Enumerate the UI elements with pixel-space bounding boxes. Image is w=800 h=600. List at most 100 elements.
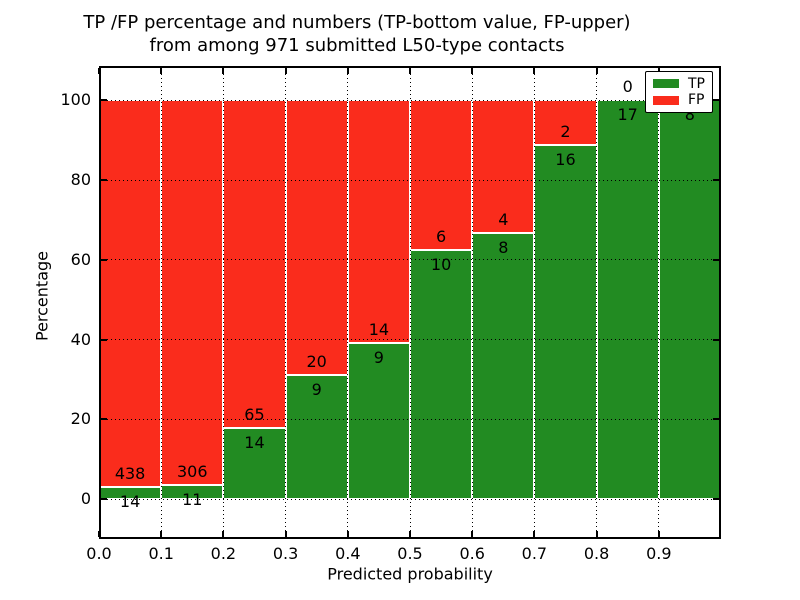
x-gridline [596,66,598,539]
x-gridline [471,66,473,539]
x-tick [533,531,536,537]
tp-bar-segment [658,100,721,500]
legend-label-fp: FP [688,92,705,109]
x-tick-top [284,68,287,74]
x-gridline [222,66,224,539]
tp-count-label: 11 [182,490,203,510]
y-gridline [99,179,721,181]
y-tick [101,99,107,102]
x-gridline [347,66,349,539]
y-tick [101,179,107,182]
legend-label-tp: TP [688,75,705,92]
y-tick-label: 60 [70,249,91,269]
fp-count-label: 65 [244,405,265,425]
x-tick [346,531,349,537]
tp-bar-segment [285,375,348,500]
tp-bar-segment [347,343,410,500]
fp-count-label: 438 [114,463,146,483]
y-tick-right [713,498,719,501]
x-tick-label: 0.9 [646,544,672,563]
x-tick-top [160,68,163,74]
x-tick-top [533,68,536,74]
x-tick-label: 0.6 [459,544,485,563]
x-gridline [160,66,162,539]
x-tick-top [346,68,349,74]
y-tick-right [713,418,719,421]
x-tick-label: 0.1 [148,544,174,563]
y-gridline [99,99,721,101]
x-tick [409,531,411,537]
tp-count-label: 9 [311,380,322,400]
x-axis-label: Predicted probability [327,564,493,584]
tp-count-label: 9 [373,348,384,368]
chart-title-line2: from among 971 submitted L50-type contac… [149,35,565,56]
x-tick-top [409,68,411,74]
fp-count-label: 0 [622,77,633,97]
fp-bar-segment [285,100,348,376]
y-tick-right [713,99,719,102]
fp-count-label: 306 [177,462,208,482]
x-tick [98,531,100,537]
y-tick [101,338,107,341]
tp-count-label: 17 [617,105,638,125]
tp-count-label: 8 [498,238,509,258]
fp-bar-segment [472,100,535,234]
x-tick [284,531,287,537]
x-tick [595,531,598,537]
fp-count-label: 14 [368,320,390,340]
x-tick [471,531,474,537]
x-gridline [533,66,535,539]
legend-entry-fp: FP [653,93,705,107]
x-tick-top [595,68,598,74]
fp-bar-segment [534,100,597,145]
y-tick-right [713,179,719,182]
y-tick-right [713,338,719,341]
x-tick-label: 0.5 [397,544,423,563]
y-tick-label: 20 [70,409,91,429]
y-tick-label: 80 [70,170,91,190]
x-tick-top [222,68,225,74]
tp-count-label: 10 [430,254,452,274]
y-tick-right [713,258,719,261]
y-gridline [99,259,721,261]
plot-area: 438143061165142091496104821601708 TP FP [98,66,721,539]
legend: TP FP [645,71,713,113]
tp-bar-segment [223,428,286,500]
legend-entry-tp: TP [653,77,705,91]
y-gridline [99,498,721,500]
x-tick-top [471,68,474,74]
y-tick-label: 0 [80,489,91,509]
y-gridline [99,418,721,420]
x-tick [657,531,660,537]
chart-title-line1: TP /FP percentage and numbers (TP-bottom… [83,12,631,33]
x-tick-label: 0.8 [583,544,610,563]
y-tick [101,418,107,421]
fp-bar-segment [161,100,224,486]
tp-bar-segment [534,144,597,500]
tp-count-label: 14 [119,491,141,511]
fp-count-label: 6 [436,226,447,246]
tp-bar-segment [410,249,473,500]
chart-title: TP /FP percentage and numbers (TP-bottom… [83,11,630,57]
fp-bar-segment [223,100,286,429]
tp-bar-segment [596,100,659,500]
fp-count-label: 2 [560,121,571,141]
x-tick-label: 0.4 [335,544,361,563]
x-tick [222,531,225,537]
tp-count-label: 14 [244,433,265,453]
fp-color-swatch [653,95,679,105]
tp-count-label: 8 [684,105,695,125]
tp-count-label: 16 [555,149,576,169]
y-gridline [99,339,721,341]
fp-bar-segment [410,100,473,250]
x-tick-label: 0.2 [210,544,237,563]
tp-color-swatch [653,79,679,89]
x-gridline [658,66,660,539]
fp-bar-segment [347,100,410,344]
x-tick-top [98,68,100,74]
tp-bar-segment [161,485,224,500]
x-tick-label: 0.7 [521,544,548,563]
tp-bar-segment [472,233,535,500]
y-tick-label: 40 [70,329,91,349]
